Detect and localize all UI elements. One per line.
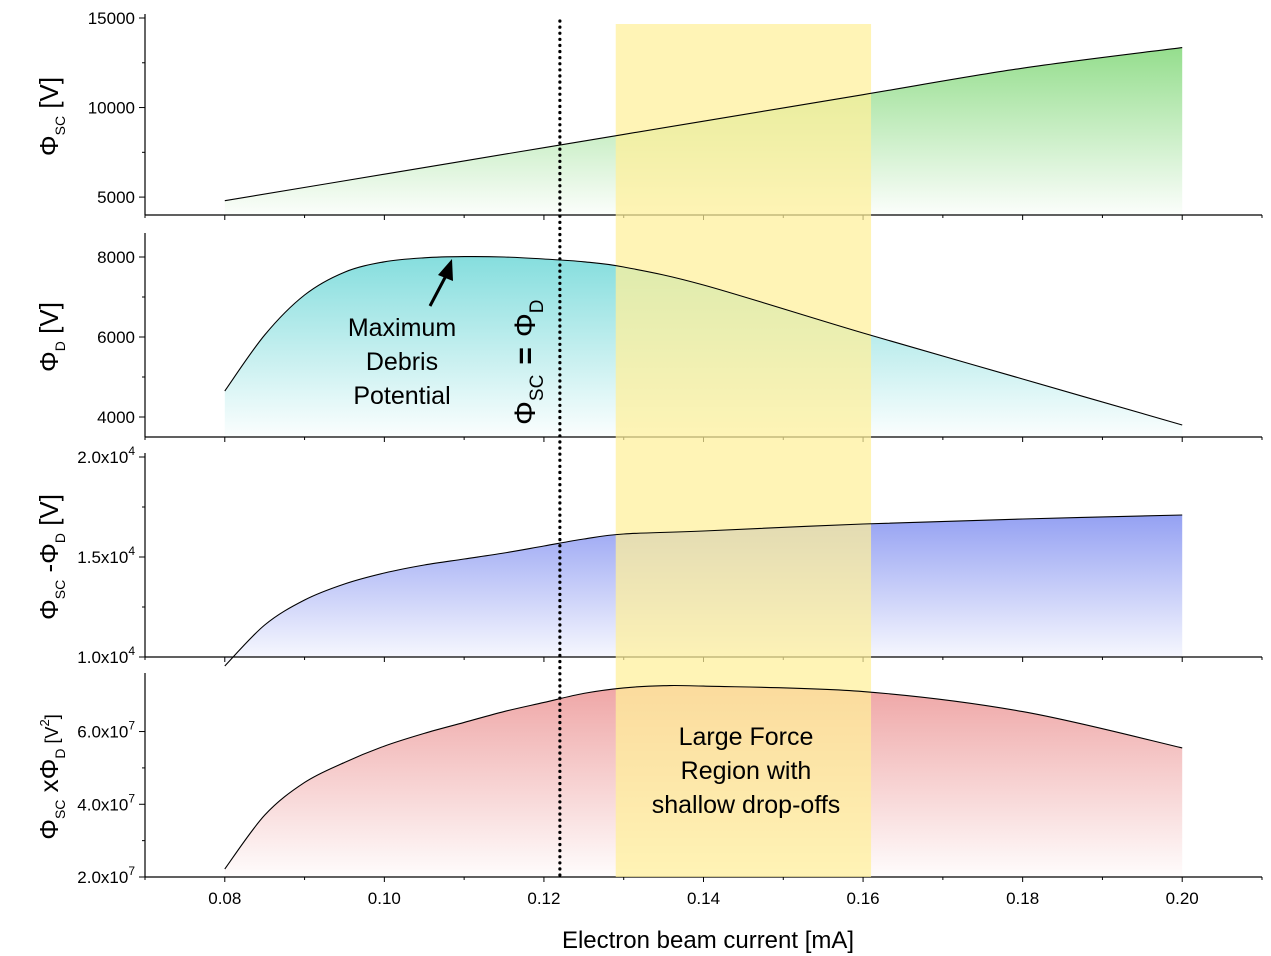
y-tick-label: 1.0x104 <box>77 644 135 667</box>
series-line-2 <box>224 256 1183 426</box>
x-tick-label: 0.20 <box>1166 889 1199 908</box>
y-tick-label: 8000 <box>97 248 135 267</box>
x-tick-label: 0.08 <box>208 889 241 908</box>
annotation-arrowhead <box>438 259 453 281</box>
y-tick-label: 2.0x107 <box>77 864 135 887</box>
overlay <box>224 19 1183 879</box>
x-tick-label: 0.10 <box>368 889 401 908</box>
y-tick-label: 2.0x104 <box>77 444 135 467</box>
highlight-label-line-3: shallow drop-offs <box>652 791 841 819</box>
x-tick-label: 0.16 <box>847 889 880 908</box>
y-tick-label: 6.0x107 <box>77 719 135 742</box>
x-axis-title: Electron beam current [mA] <box>562 927 854 954</box>
y-axis-title-3: ΦSC -ΦD [V] <box>34 494 68 620</box>
y-tick-label: 6000 <box>97 328 135 347</box>
x-tick-label: 0.14 <box>687 889 720 908</box>
annotation-line-1: Maximum <box>348 314 456 342</box>
highlight-label: Large Force Region with shallow drop-off… <box>652 723 841 819</box>
y-tick-label: 10000 <box>88 99 135 118</box>
x-axis: 0.08 0.10 0.12 0.14 0.16 0.18 0.20 <box>208 889 1199 908</box>
annotation-line-2: Debris <box>366 348 438 376</box>
highlight-label-line-2: Region with <box>681 757 812 785</box>
x-tick-label: 0.18 <box>1006 889 1039 908</box>
series-line-4 <box>224 684 1183 870</box>
series-line-3 <box>224 514 1183 667</box>
annotation-line-3: Potential <box>353 382 450 410</box>
y-tick-label: 15000 <box>88 9 135 28</box>
max-debris-annotation: Maximum Debris Potential <box>348 259 456 410</box>
equality-label: ΦSC=ΦD <box>509 299 548 425</box>
y-axis-title-1: ΦSC [V] <box>34 77 68 156</box>
large-force-region <box>615 24 872 877</box>
y-axis-title-2: ΦD [V] <box>34 302 68 372</box>
y-tick-label: 1.5x104 <box>77 544 135 567</box>
x-tick-label: 0.12 <box>527 889 560 908</box>
highlight-label-line-1: Large Force <box>679 723 814 751</box>
y-axis-title-4: ΦSC xΦD [V2] <box>34 714 68 840</box>
y-tick-label: 5000 <box>97 188 135 207</box>
y-tick-label: 4000 <box>97 408 135 427</box>
y-tick-label: 4.0x107 <box>77 791 135 814</box>
series-line-1 <box>224 47 1183 202</box>
